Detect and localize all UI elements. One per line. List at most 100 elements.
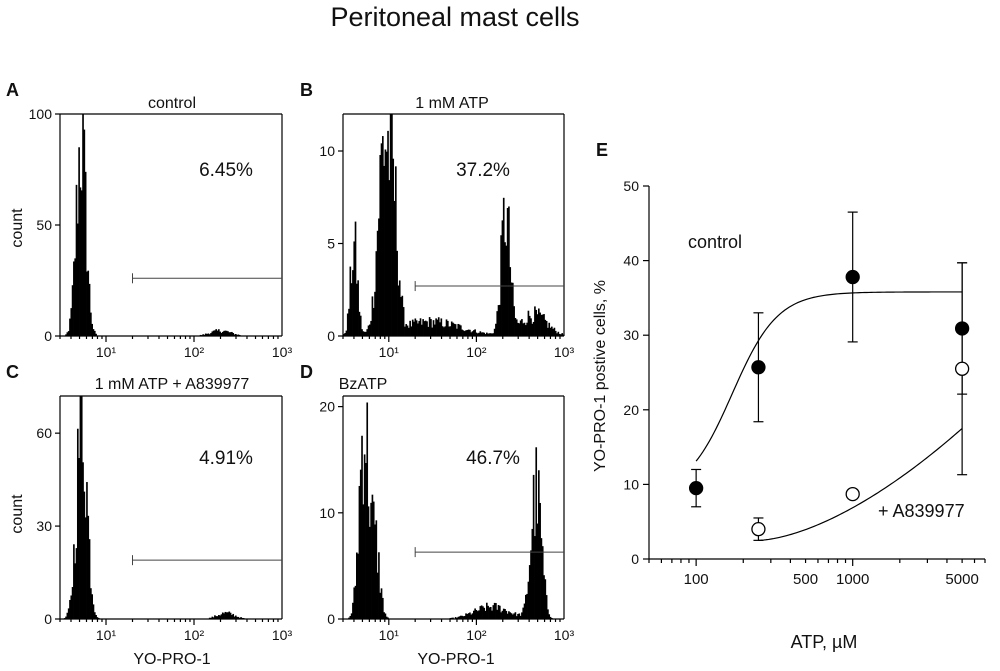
histogram-bin — [471, 613, 474, 619]
histogram-bin — [362, 504, 365, 619]
histogram-bin — [371, 494, 374, 619]
histogram-bin — [483, 332, 486, 336]
histogram-bin — [69, 318, 71, 336]
histogram-bin — [202, 334, 204, 336]
histogram-bin — [515, 616, 518, 619]
histogram-bin — [388, 180, 391, 336]
x-tick-label: 10³ — [272, 344, 293, 360]
histogram-bin — [561, 333, 564, 336]
histogram-bin — [221, 331, 224, 336]
histogram-bin — [348, 308, 350, 336]
histogram-bin — [372, 501, 375, 619]
histogram-bin — [462, 616, 465, 619]
histogram-bin — [480, 605, 483, 619]
histogram-bin — [380, 588, 383, 619]
histogram-bin — [457, 616, 460, 619]
histogram-bin — [531, 528, 534, 619]
histogram-bin — [349, 615, 352, 619]
histogram-bin — [492, 333, 495, 336]
figure-title: Peritoneal mast cells — [330, 2, 579, 32]
histogram-bin — [466, 614, 469, 619]
histogram-bin — [484, 610, 487, 619]
histogram-bin — [444, 326, 447, 336]
histogram-bin — [369, 526, 371, 619]
histogram-bin — [74, 563, 77, 619]
y-tick-label: 10 — [319, 505, 335, 521]
histogram-bin — [352, 270, 354, 336]
histogram-bin — [543, 575, 545, 619]
histogram-bin — [512, 614, 514, 619]
histogram-bin — [512, 282, 514, 336]
histogram-bin — [357, 553, 359, 619]
histogram-bin — [215, 616, 218, 619]
histogram-bin — [528, 315, 531, 336]
histogram-bin — [458, 324, 461, 336]
histogram-bin — [502, 608, 505, 619]
histogram-bin — [73, 544, 75, 619]
histogram-bin — [467, 329, 470, 336]
histogram-bin — [501, 220, 504, 336]
histogram-bin — [417, 323, 419, 336]
histogram-bin — [502, 197, 505, 336]
histogram-bin — [389, 114, 392, 336]
histogram-bin — [96, 617, 99, 619]
histogram-bin — [419, 318, 422, 336]
x-tick-label: 10³ — [554, 627, 575, 643]
histogram-bin — [208, 617, 211, 619]
histogram-bin — [473, 330, 475, 336]
x-tick-label: 10² — [184, 627, 205, 643]
histogram-bin — [452, 322, 454, 336]
histogram-bin — [538, 470, 540, 619]
histogram-bin — [395, 166, 397, 336]
histogram-bin — [452, 617, 454, 619]
histogram-bin — [508, 206, 510, 336]
histogram-bin — [517, 613, 519, 619]
histogram-bin — [385, 151, 388, 336]
histogram-bin — [527, 581, 530, 619]
histogram-bin — [359, 315, 362, 336]
histogram-bin — [423, 321, 426, 336]
histogram-bin — [95, 614, 97, 619]
histogram-bin — [228, 332, 231, 336]
control-data-point — [751, 360, 766, 375]
histogram-bin — [87, 270, 90, 336]
histogram-bin — [234, 334, 237, 336]
histogram-bin — [518, 613, 521, 619]
histogram-bin — [460, 615, 462, 619]
panel-a-percent-label: 6.45% — [199, 160, 253, 181]
histogram-bin — [526, 322, 528, 336]
histogram-bin — [80, 190, 83, 336]
histogram-bin — [70, 308, 73, 336]
panel-c-xlabel: YO-PRO-1 — [133, 651, 210, 668]
histogram-bin — [350, 613, 353, 619]
histogram-bin — [435, 318, 437, 336]
histogram-bin — [548, 322, 551, 336]
histogram-bin — [434, 324, 436, 336]
histogram-bin — [534, 536, 536, 619]
histogram-bin — [439, 322, 441, 336]
histogram-bin — [540, 314, 543, 336]
histogram-bin — [65, 616, 67, 619]
e-y-tick-label: 0 — [631, 551, 639, 567]
histogram-bin — [234, 615, 237, 619]
histogram-bin — [528, 565, 531, 619]
histogram-bin — [216, 616, 219, 619]
e-y-tick-label: 20 — [623, 402, 639, 418]
y-tick-label: 100 — [29, 106, 53, 122]
histogram-bin — [410, 326, 413, 336]
histogram-bin — [398, 280, 401, 336]
histogram-bin — [86, 271, 88, 336]
histogram-bin — [488, 333, 491, 336]
histogram-bin — [232, 613, 235, 619]
histogram-bin — [465, 330, 467, 336]
histogram-bin — [496, 311, 499, 336]
histogram-bin — [486, 602, 488, 619]
histogram-bin — [541, 314, 544, 336]
histogram-bin — [506, 207, 509, 336]
histogram-bin — [212, 330, 215, 336]
histogram-bin — [362, 331, 365, 336]
histogram-bin — [348, 617, 350, 619]
histogram-bin — [551, 326, 553, 336]
histogram-bin — [231, 331, 233, 336]
